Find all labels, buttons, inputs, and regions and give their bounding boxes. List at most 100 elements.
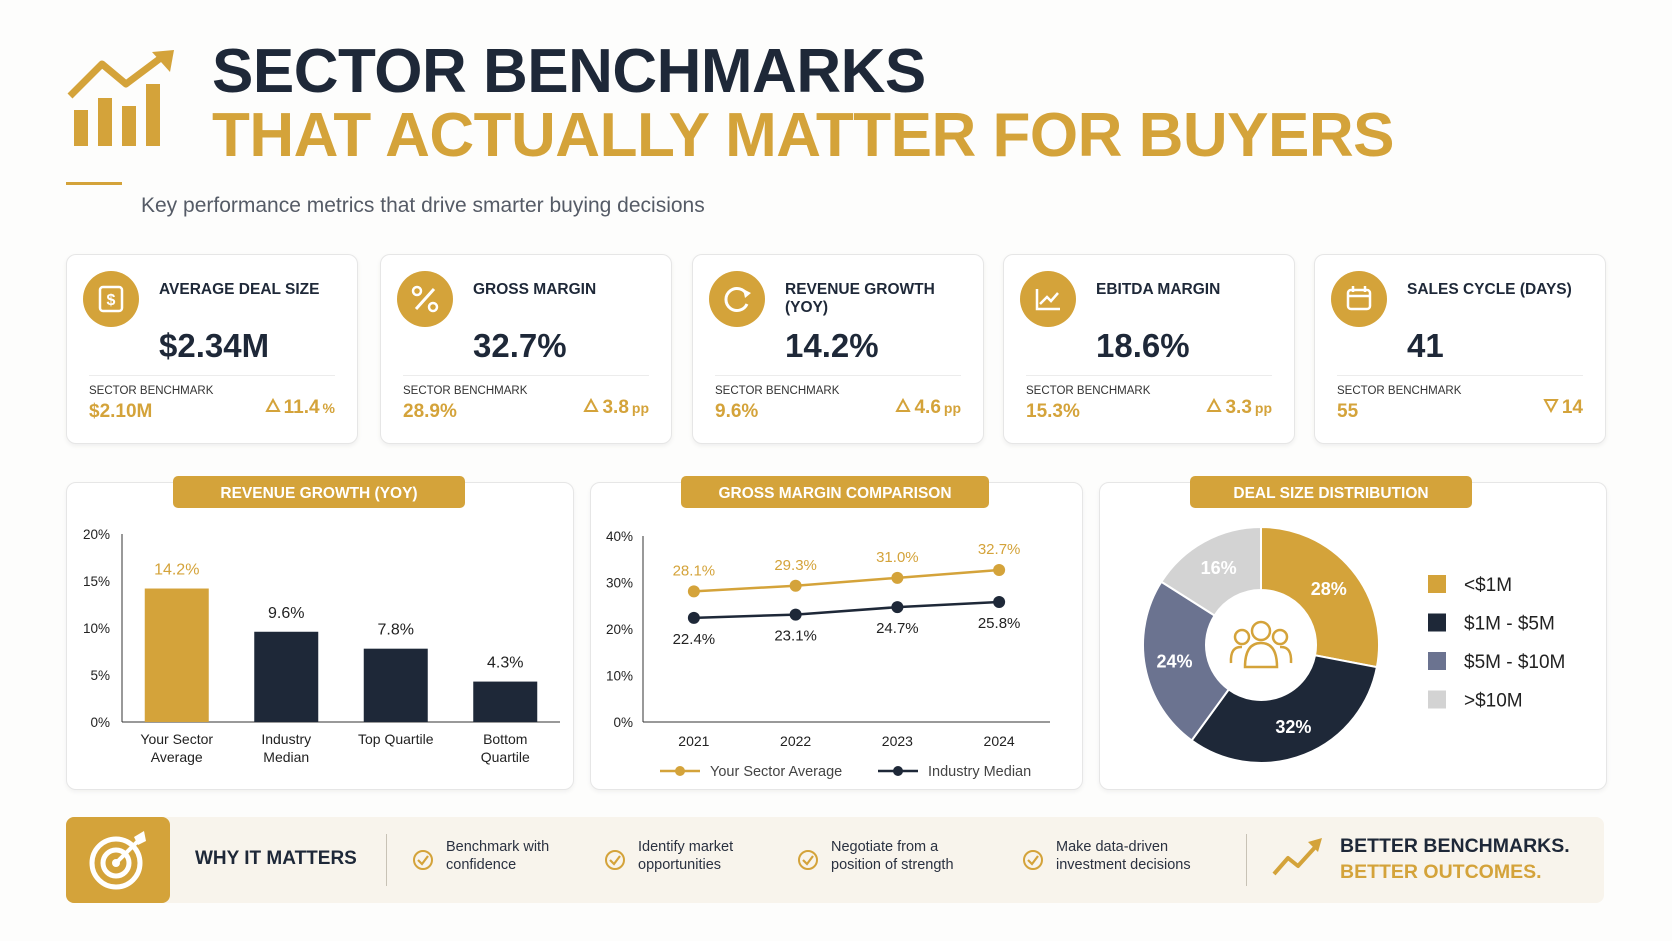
- footer-item: Negotiate from a position of strength: [831, 839, 954, 873]
- kpi-delta: 14: [1543, 397, 1583, 419]
- kpi-icon: [1020, 271, 1076, 327]
- legend-label: Industry Median: [928, 764, 1031, 780]
- point: [687, 585, 700, 598]
- benchmark-label: SECTOR BENCHMARK: [1026, 385, 1151, 397]
- kpi-divider: [715, 375, 961, 376]
- delta-unit: pp: [631, 400, 649, 416]
- legend-swatch: [1428, 575, 1446, 593]
- x-tick-label: 2021: [678, 733, 709, 749]
- donut-slice: [1159, 525, 1262, 617]
- legend-dot: [893, 766, 903, 776]
- kpi-card: EBITDA MARGIN 18.6% SECTOR BENCHMARK 15.3% 3…: [1003, 254, 1295, 444]
- y-tick-label: 0%: [90, 715, 110, 730]
- x-tick-label: Your Sector Average: [140, 731, 214, 765]
- tagline-line1: BETTER BENCHMARKS.: [1340, 835, 1570, 857]
- check-icon: [605, 850, 625, 870]
- value-label: 28.1%: [673, 562, 716, 579]
- icon-part: [1271, 628, 1289, 646]
- kpi-icon: $: [83, 271, 139, 327]
- title-line2: THAT ACTUALLY MATTER FOR BUYERS: [212, 101, 1395, 170]
- bar: [254, 631, 319, 722]
- x-tick-box: Industry Median: [261, 731, 312, 765]
- chart-panel: [590, 482, 1083, 790]
- y-tick-label: 20%: [83, 527, 110, 542]
- panel-title-bg: [173, 476, 465, 508]
- x-tick-box: Bottom Quartile: [480, 731, 530, 765]
- delta-value: 3.3: [1225, 397, 1252, 418]
- y-tick-label: 10%: [83, 621, 110, 636]
- point: [687, 611, 700, 624]
- slice-label: 32%: [1275, 717, 1311, 737]
- donut-slice: [1190, 654, 1379, 764]
- panel-title-bg: [1190, 476, 1472, 508]
- svg-text:$: $: [107, 292, 116, 309]
- x-tick-label: 2022: [780, 733, 811, 749]
- slice-label: 28%: [1311, 579, 1347, 599]
- point: [891, 571, 904, 584]
- bar: [473, 681, 538, 722]
- kpi-label: REVENUE GROWTH (YOY): [785, 281, 935, 316]
- panel-title-bg: [681, 476, 989, 508]
- header-icon: [67, 50, 174, 146]
- value-label: 29.3%: [774, 557, 817, 574]
- icon-part: [1279, 645, 1293, 664]
- title-underline: [66, 182, 122, 185]
- kpi-value: 32.7%: [473, 327, 567, 364]
- delta-arrow: [264, 398, 281, 412]
- value-label: 14.2%: [154, 562, 199, 579]
- y-tick-label: 30%: [606, 576, 633, 591]
- x-tick-label: Bottom Quartile: [480, 731, 530, 765]
- legend-swatch: [1428, 652, 1446, 670]
- kpi-divider: [89, 375, 335, 376]
- icon-part: [1233, 628, 1251, 646]
- point: [789, 579, 802, 592]
- x-tick-label: Top Quartile: [358, 731, 434, 747]
- benchmark-value: 9.6%: [715, 401, 759, 422]
- check-icon: [798, 850, 818, 870]
- value-label: 25.8%: [978, 615, 1021, 632]
- kpi-delta: 3.3 pp: [1206, 397, 1272, 419]
- kpi-label: SALES CYCLE (DAYS): [1407, 281, 1572, 298]
- check-icon: [1023, 850, 1043, 870]
- panel-title: REVENUE GROWTH (YOY): [220, 485, 417, 502]
- delta-unit: %: [322, 400, 335, 416]
- panel-title: DEAL SIZE DISTRIBUTION: [1233, 485, 1428, 502]
- value-label: 31.0%: [876, 549, 919, 566]
- kpi-label: EBITDA MARGIN: [1096, 281, 1221, 298]
- value-label: 23.1%: [774, 628, 817, 645]
- value-label: 22.4%: [673, 631, 716, 648]
- kpi-divider: [1026, 375, 1272, 376]
- delta-value: 3.8: [602, 397, 629, 418]
- footer-item: Make data-driven investment decisions: [1056, 839, 1191, 873]
- legend-label: <$1M: [1464, 575, 1512, 596]
- target-icon: [66, 817, 170, 903]
- slice-label: 16%: [1201, 558, 1237, 578]
- benchmark-value: 15.3%: [1026, 401, 1080, 422]
- kpi-icon: [1331, 271, 1387, 327]
- point: [789, 608, 802, 621]
- kpi-icon: [709, 271, 765, 327]
- divider: [386, 834, 387, 886]
- subtitle: Key performance metrics that drive smart…: [141, 194, 705, 217]
- legend-label: $5M - $10M: [1464, 652, 1565, 673]
- kpi-icon: [397, 271, 453, 327]
- donut-slice: [1142, 580, 1231, 742]
- benchmark-label: SECTOR BENCHMARK: [403, 385, 528, 397]
- trend-icon: [1272, 838, 1322, 876]
- delta-unit: pp: [943, 400, 961, 416]
- kpi-card: $ AVERAGE DEAL SIZE $2.34M SECTOR BENCHMARK…: [66, 254, 358, 444]
- kpi-label: AVERAGE DEAL SIZE: [159, 281, 320, 298]
- kpi-delta: 3.8 pp: [583, 397, 649, 419]
- panel-title: GROSS MARGIN COMPARISON: [718, 485, 951, 502]
- x-tick-label: Industry Median: [261, 731, 312, 765]
- benchmark-label: SECTOR BENCHMARK: [89, 385, 214, 397]
- divider: [1246, 834, 1247, 886]
- benchmark-value: 28.9%: [403, 401, 457, 422]
- slice-label: 24%: [1157, 651, 1193, 671]
- delta-value: 14: [1561, 397, 1583, 418]
- footer-item: Identify market opportunities: [638, 839, 734, 873]
- icon-part: [1229, 645, 1243, 664]
- x-tick-box: Your Sector Average: [140, 731, 214, 765]
- benchmark-value: 55: [1337, 401, 1359, 422]
